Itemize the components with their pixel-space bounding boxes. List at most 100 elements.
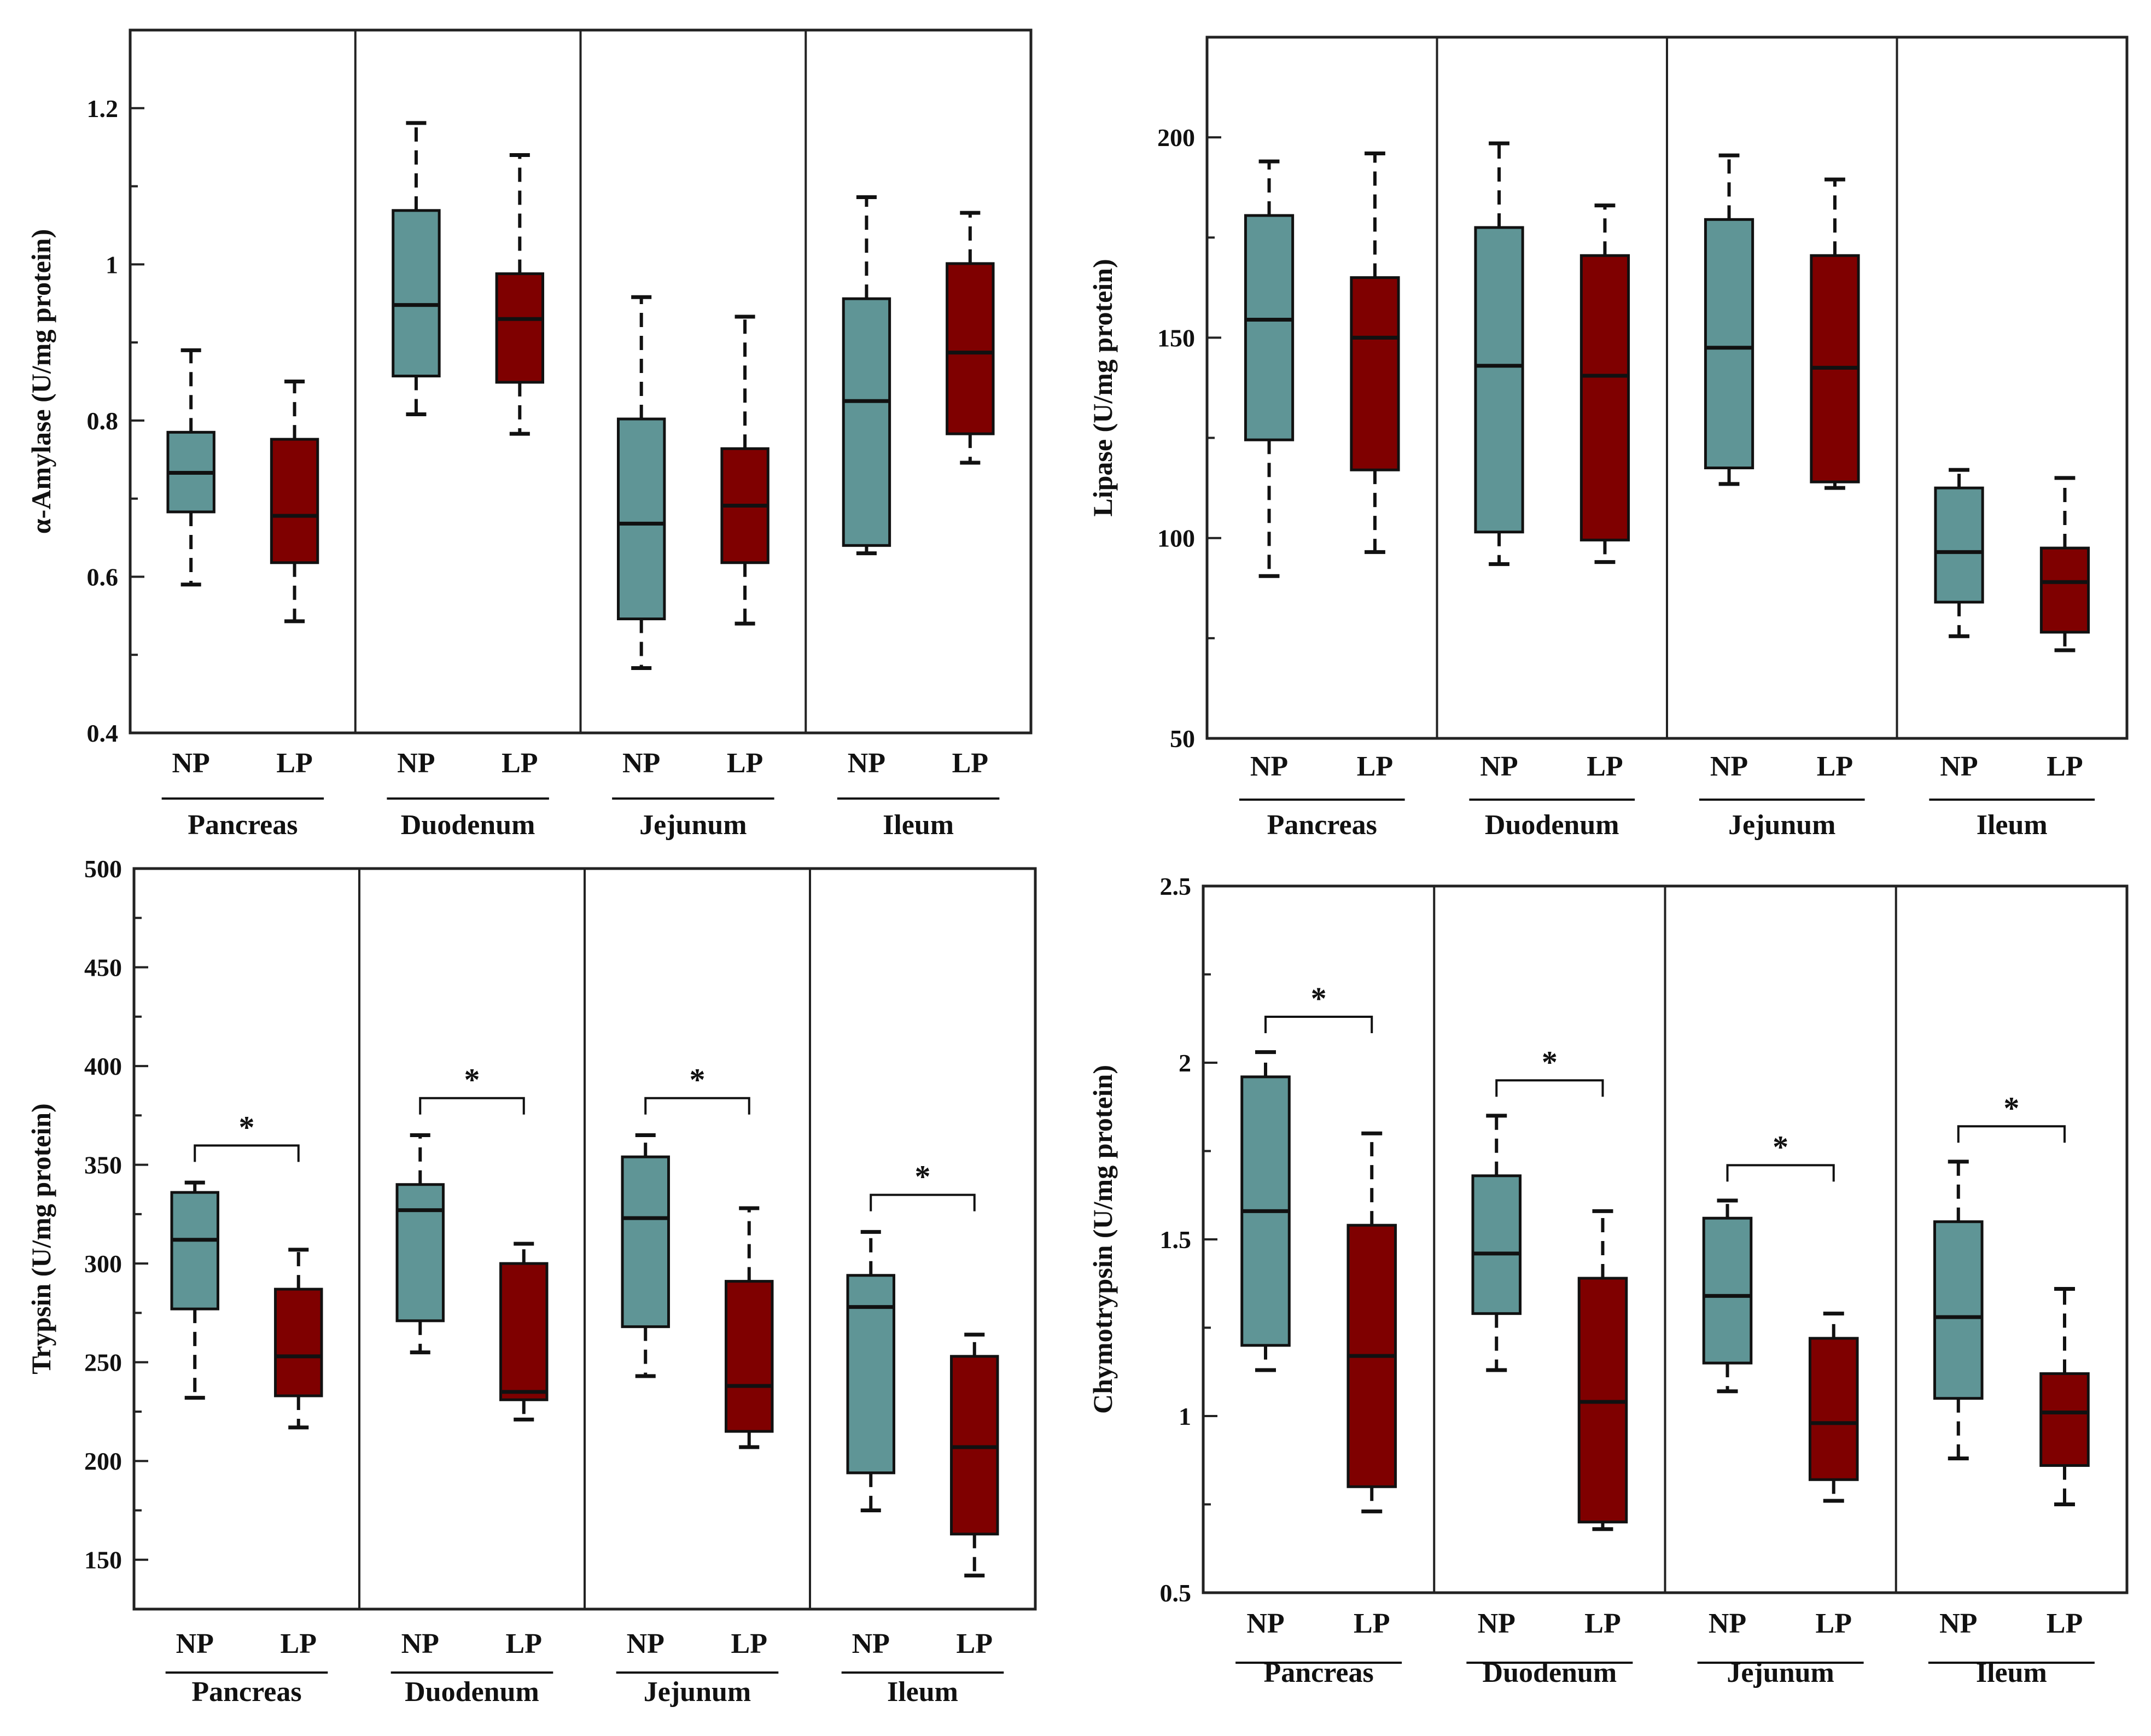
category-label-np: NP bbox=[1478, 1608, 1515, 1639]
box-lp bbox=[946, 262, 995, 435]
group-duodenum: NP LP Duodenum bbox=[1469, 141, 1635, 841]
box-np bbox=[1244, 214, 1295, 441]
box-np bbox=[621, 1155, 670, 1329]
box-lp bbox=[495, 272, 545, 384]
y-tick-label: 150 bbox=[1157, 324, 1195, 352]
category-label-np: NP bbox=[852, 1628, 890, 1659]
y-tick-label: 1.2 bbox=[87, 95, 119, 123]
significance-bracket bbox=[1264, 1016, 1373, 1034]
panel-lipase: 50 100 150 200 Lipase (U/mg protein) NP LP Panc… bbox=[1087, 36, 2129, 841]
significance-bracket bbox=[870, 1193, 976, 1211]
group-label: Pancreas bbox=[1264, 1657, 1374, 1688]
significance-asterisk: * bbox=[1542, 1044, 1558, 1080]
box-np bbox=[1702, 1216, 1753, 1365]
significance-asterisk: * bbox=[690, 1062, 706, 1098]
box-np bbox=[395, 1183, 445, 1323]
group-ileum: NP LP Ileum bbox=[1929, 468, 2095, 841]
category-label-lp: LP bbox=[1354, 1608, 1390, 1639]
group-label: Jejunum bbox=[1727, 1657, 1834, 1688]
group-pancreas: NP LP Pancreas * bbox=[165, 1109, 328, 1708]
category-label-lp: LP bbox=[1584, 1608, 1620, 1639]
significance-bracket bbox=[1726, 1164, 1835, 1182]
category-label-np: NP bbox=[1710, 751, 1748, 782]
box-np bbox=[392, 209, 441, 378]
significance-asterisk: * bbox=[2003, 1090, 2019, 1126]
category-label-np: NP bbox=[627, 1628, 664, 1659]
group-label: Ileum bbox=[1976, 1657, 2047, 1688]
y-tick-label: 350 bbox=[84, 1151, 122, 1179]
group-jejunum: NP LP Jejunum * bbox=[616, 1062, 779, 1708]
group-label: Jejunum bbox=[644, 1676, 751, 1708]
box-lp bbox=[1350, 276, 1400, 471]
significance-asterisk: * bbox=[1773, 1129, 1788, 1164]
y-tick-label: 2.5 bbox=[1160, 872, 1192, 900]
y-axis-label: Chymotrypsin (U/mg protein) bbox=[1087, 1065, 1118, 1414]
y-tick-label: 1.5 bbox=[1160, 1226, 1192, 1254]
y-tick-label: 300 bbox=[84, 1250, 122, 1278]
box-lp bbox=[499, 1262, 549, 1401]
box-np bbox=[616, 417, 666, 621]
group-label: Ileum bbox=[883, 809, 954, 841]
significance-bracket bbox=[1495, 1079, 1604, 1097]
category-label-np: NP bbox=[1940, 751, 1978, 782]
group-pancreas: NP LP Pancreas bbox=[161, 348, 324, 841]
y-tick-label: 1 bbox=[1179, 1402, 1191, 1430]
box-np bbox=[1704, 218, 1754, 470]
box-np bbox=[842, 297, 891, 547]
y-tick-label: 0.4 bbox=[87, 719, 119, 747]
category-label-lp: LP bbox=[1587, 751, 1623, 782]
group-duodenum: NP LP Duodenum bbox=[387, 121, 549, 841]
box-np bbox=[1474, 226, 1524, 534]
category-label-lp: LP bbox=[281, 1628, 317, 1659]
category-label-lp: LP bbox=[727, 748, 763, 779]
panel-trypsin: 150 200 250 300 350 400 450 500 Trypsin (U/mg pr… bbox=[26, 855, 1037, 1708]
y-axis-label: Lipase (U/mg protein) bbox=[1087, 259, 1118, 516]
category-label-lp: LP bbox=[502, 748, 538, 779]
y-tick-label: 0.5 bbox=[1160, 1579, 1192, 1607]
y-tick-label: 2 bbox=[1179, 1049, 1191, 1077]
group-label: Pancreas bbox=[191, 1676, 301, 1708]
significance-bracket bbox=[419, 1097, 525, 1115]
group-label: Duodenum bbox=[1483, 1657, 1617, 1688]
category-label-lp: LP bbox=[957, 1628, 993, 1659]
category-label-np: NP bbox=[848, 748, 885, 779]
significance-bracket bbox=[194, 1144, 300, 1162]
category-label-lp: LP bbox=[2047, 1608, 2083, 1639]
category-label-np: NP bbox=[176, 1628, 214, 1659]
group-duodenum: NP LP Duodenum * bbox=[1466, 1044, 1633, 1688]
box-np bbox=[846, 1274, 895, 1475]
group-ileum: NP LP Ileum bbox=[837, 195, 1000, 841]
group-pancreas: NP LP Pancreas * bbox=[1235, 981, 1402, 1688]
category-label-np: NP bbox=[1250, 751, 1288, 782]
significance-asterisk: * bbox=[915, 1159, 931, 1195]
box-lp bbox=[1808, 1337, 1859, 1481]
box-lp bbox=[2039, 1372, 2090, 1467]
significance-asterisk: * bbox=[1311, 981, 1327, 1016]
box-np bbox=[1934, 486, 1984, 604]
group-pancreas: NP LP Pancreas bbox=[1239, 151, 1405, 841]
y-tick-label: 50 bbox=[1170, 725, 1195, 753]
category-label-lp: LP bbox=[952, 748, 988, 779]
y-tick-label: 200 bbox=[1157, 124, 1195, 152]
category-label-np: NP bbox=[1480, 751, 1518, 782]
box-lp bbox=[1579, 254, 1630, 541]
y-tick-label: 0.6 bbox=[87, 563, 119, 591]
category-label-np: NP bbox=[622, 748, 660, 779]
y-axis-label: α-Amylase (U/mg protein) bbox=[26, 229, 56, 534]
category-label-lp: LP bbox=[1817, 751, 1853, 782]
box-lp bbox=[950, 1355, 999, 1536]
panel-amylase: 0.4 0.6 0.8 1 1.2 α-Amylase (U/mg protein) NP L… bbox=[26, 28, 1033, 841]
category-label-np: NP bbox=[397, 748, 435, 779]
category-label-np: NP bbox=[1246, 1608, 1284, 1639]
category-label-lp: LP bbox=[1357, 751, 1393, 782]
group-label: Ileum bbox=[1977, 809, 2048, 841]
group-label: Jejunum bbox=[639, 809, 747, 841]
box-np bbox=[1933, 1220, 1984, 1400]
y-tick-label: 100 bbox=[1157, 525, 1195, 552]
y-axis-label: Trypsin (U/mg protein) bbox=[26, 1103, 56, 1374]
category-label-lp: LP bbox=[276, 748, 312, 779]
group-jejunum: NP LP Jejunum * bbox=[1697, 1129, 1864, 1688]
group-label: Duodenum bbox=[1485, 809, 1619, 841]
